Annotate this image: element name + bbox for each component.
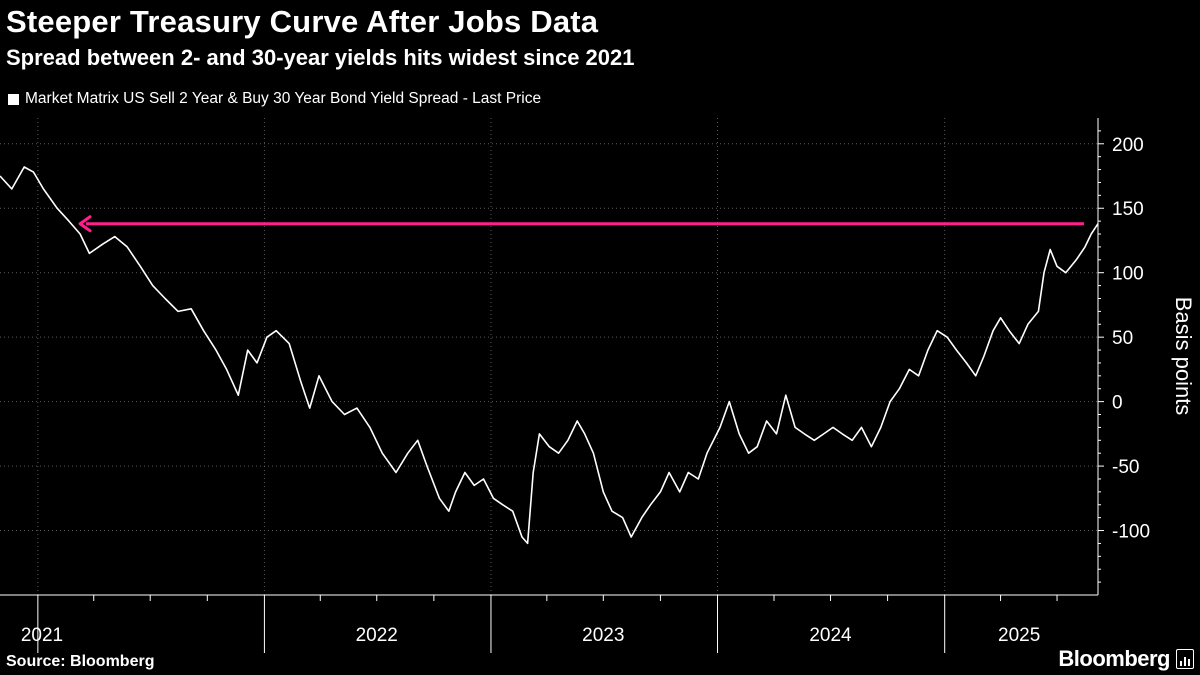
chart-badge-icon <box>1176 649 1194 669</box>
highlight-arrowhead <box>78 215 92 233</box>
grid <box>0 118 1098 595</box>
labels: 200 150 100 50 0 -50 -100 2021 2022 2023 2024 2025 B… <box>21 135 1196 646</box>
bloomberg-logo: Bloomberg <box>1058 646 1194 672</box>
series-layer <box>0 166 1099 545</box>
y-tick-label: 50 <box>1112 328 1133 349</box>
y-tick-label: -50 <box>1112 457 1139 478</box>
brand-wordmark: Bloomberg <box>1058 646 1170 671</box>
y-tick-label: 0 <box>1112 393 1123 414</box>
source-note: Source: Bloomberg <box>6 653 155 670</box>
axes <box>0 118 1104 653</box>
y-tick-label: 150 <box>1112 199 1144 220</box>
legend: Market Matrix US Sell 2 Year & Buy 30 Ye… <box>8 90 541 108</box>
legend-label: Market Matrix US Sell 2 Year & Buy 30 Ye… <box>25 90 542 107</box>
x-tick-label: 2025 <box>998 625 1040 646</box>
x-tick-label: 2024 <box>809 625 852 646</box>
y-tick-label: -100 <box>1112 522 1150 543</box>
x-tick-label: 2023 <box>582 625 624 646</box>
y-axis-title: Basis points <box>1171 297 1196 416</box>
x-tick-label: 2021 <box>21 625 63 646</box>
x-tick-label: 2022 <box>356 625 398 646</box>
legend-swatch <box>8 93 19 105</box>
chart-subtitle: Spread between 2- and 30-year yields hit… <box>6 45 635 70</box>
chart-title: Steeper Treasury Curve After Jobs Data <box>6 4 599 39</box>
y-tick-label: 100 <box>1112 264 1144 285</box>
annotation-layer <box>78 215 1084 233</box>
y-tick-label: 200 <box>1112 135 1144 156</box>
spread-series-line <box>0 166 1099 545</box>
